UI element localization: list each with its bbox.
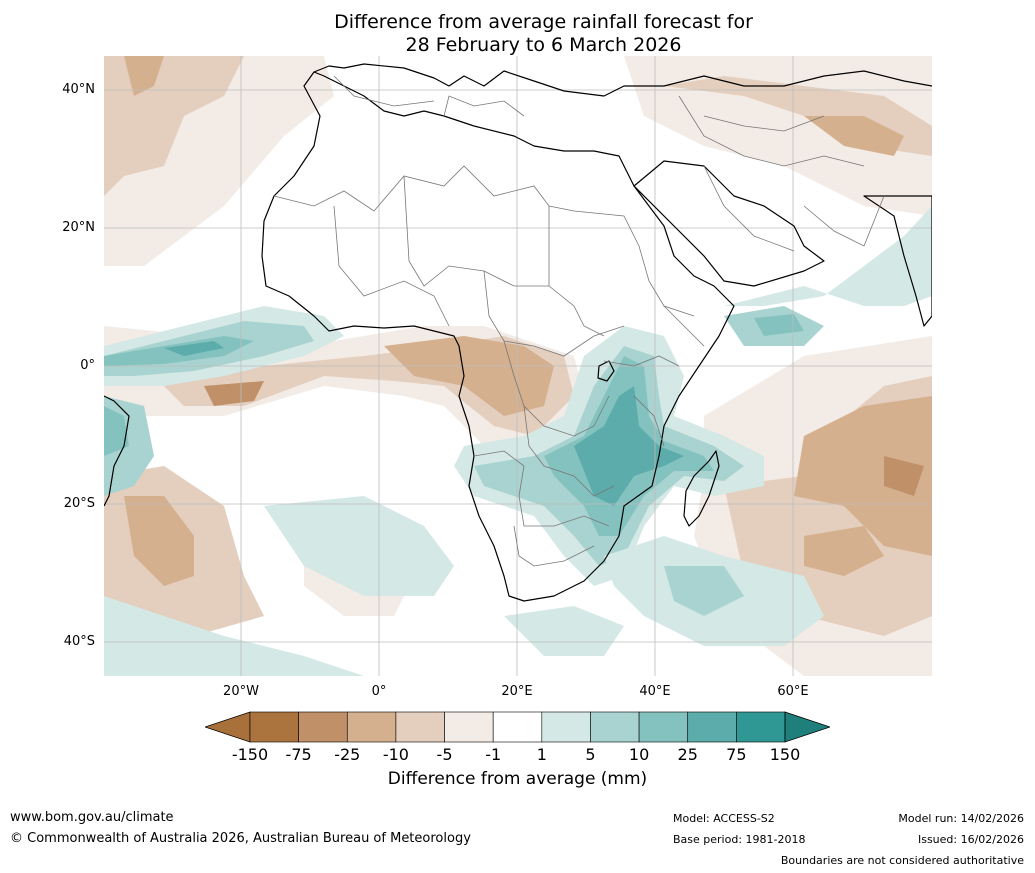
rainfall-anomaly-map bbox=[104, 56, 932, 676]
footer-model: Model: ACCESS-S2 bbox=[673, 812, 775, 825]
map-title-line2: 28 February to 6 March 2026 bbox=[405, 34, 682, 56]
legend-title: Difference from average (mm) bbox=[387, 769, 648, 789]
country-boundaries bbox=[273, 75, 885, 567]
lon-label-40e: 40°E bbox=[639, 684, 671, 699]
lon-label-20e: 20°E bbox=[501, 684, 533, 699]
colorbar-swatch bbox=[638, 711, 689, 743]
colorbar-tick-label: 25 bbox=[677, 745, 698, 764]
footer-copyright: © Commonwealth of Australia 2026, Austra… bbox=[10, 831, 471, 846]
colorbar-extend-high bbox=[784, 711, 830, 743]
colorbar-swatch bbox=[541, 711, 591, 743]
colorbar-tick-label: -25 bbox=[334, 745, 361, 764]
lon-label-60e: 60°E bbox=[777, 684, 809, 699]
footer-base-period: Base period: 1981-2018 bbox=[673, 833, 806, 846]
lat-label-20n: 20°N bbox=[62, 220, 95, 235]
colorbar-tick-label: 150 bbox=[769, 745, 801, 764]
footer-model-run: Model run: 14/02/2026 bbox=[898, 812, 1024, 825]
colorbar-swatch bbox=[395, 711, 445, 743]
footer-disclaimer: Boundaries are not considered authoritat… bbox=[780, 854, 1024, 867]
colorbar-swatch bbox=[346, 711, 397, 743]
colorbar-swatch bbox=[687, 711, 737, 743]
colorbar-swatch bbox=[736, 711, 786, 743]
colorbar-tick-label: -10 bbox=[382, 745, 409, 764]
colorbar-tick-label: -150 bbox=[231, 745, 269, 764]
colorbar-tick-label: -5 bbox=[436, 745, 453, 764]
lon-label-20w: 20°W bbox=[223, 684, 259, 699]
lat-label-40s: 40°S bbox=[63, 634, 95, 649]
colorbar-tick-label: 1 bbox=[536, 745, 547, 764]
colorbar-tick-label: 5 bbox=[585, 745, 596, 764]
graticule bbox=[104, 56, 932, 676]
footer-issued: Issued: 16/02/2026 bbox=[917, 833, 1024, 846]
lat-label-20s: 20°S bbox=[63, 496, 95, 511]
map-title-line1: Difference from average rainfall forecas… bbox=[334, 11, 753, 33]
footer-website[interactable]: www.bom.gov.au/climate bbox=[10, 810, 174, 825]
wet-anomaly-regions bbox=[104, 206, 932, 676]
colorbar-swatch bbox=[298, 711, 348, 743]
colorbar-swatch bbox=[249, 711, 299, 743]
coastlines bbox=[104, 63, 932, 602]
colorbar-swatch bbox=[444, 711, 494, 743]
colorbar-tick-label: -75 bbox=[285, 745, 312, 764]
lat-label-0: 0° bbox=[80, 358, 95, 373]
colorbar bbox=[205, 711, 830, 743]
lon-label-0: 0° bbox=[371, 684, 387, 699]
colorbar-extend-low bbox=[205, 711, 251, 743]
lat-label-40n: 40°N bbox=[62, 82, 95, 97]
colorbar-tick-label: -1 bbox=[485, 745, 502, 764]
colorbar-tick-label: 75 bbox=[726, 745, 747, 764]
colorbar-swatch bbox=[492, 711, 543, 743]
colorbar-swatch bbox=[590, 711, 640, 743]
colorbar-tick-label: 10 bbox=[628, 745, 650, 764]
